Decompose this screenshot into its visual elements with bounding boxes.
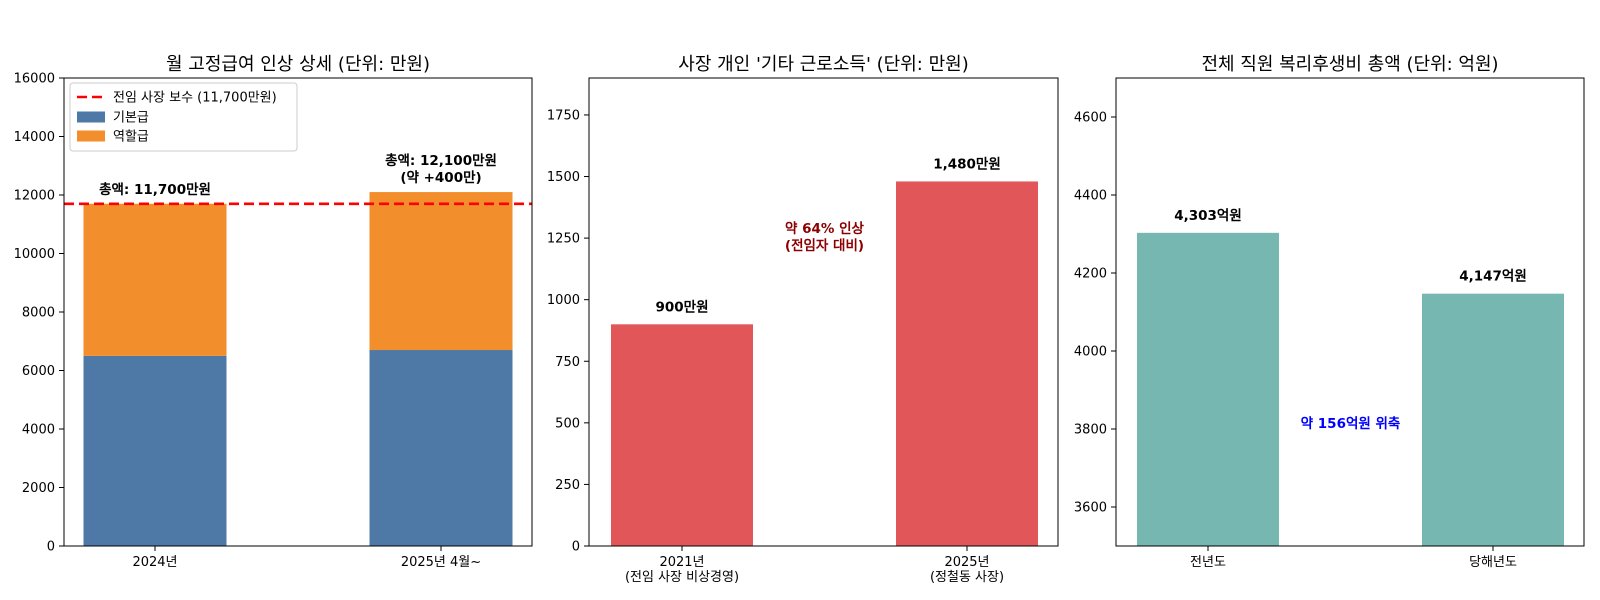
legend-box — [69, 82, 298, 152]
bar-기본급 — [369, 350, 513, 546]
total-label: 총액: 11,700만원 — [99, 181, 211, 198]
bar — [896, 181, 1038, 546]
annotation-text: 약 64% 인상 — [785, 220, 865, 237]
chart-title: 월 고정급여 인상 상세 (단위: 만원) — [166, 54, 430, 75]
y-tick-label: 4000 — [22, 423, 55, 438]
y-tick-label: 10000 — [14, 247, 55, 262]
bar-value-label: 900만원 — [655, 299, 708, 315]
x-tick-label: 2025년 4월~ — [401, 555, 481, 570]
y-tick-label: 8000 — [22, 306, 55, 321]
y-tick-label: 2000 — [22, 481, 55, 496]
y-tick-label: 4600 — [1074, 111, 1107, 126]
annotation-text: 약 156억원 위축 — [1301, 415, 1401, 432]
chart-title: 사장 개인 '기타 근로소득' (단위: 만원) — [678, 54, 968, 75]
chart-panel-3: 전체 직원 복리후생비 총액 (단위: 억원) 3600 3800 4000 4200 4… — [1074, 54, 1585, 570]
bar — [1422, 293, 1564, 546]
legend-swatch-역할급 — [77, 130, 105, 142]
y-tick-label: 1250 — [547, 232, 580, 247]
chart-title: 전체 직원 복리후생비 총액 (단위: 억원) — [1201, 54, 1498, 75]
bar — [611, 324, 753, 546]
y-tick-label: 3800 — [1074, 423, 1107, 438]
y-tick-label: 4400 — [1074, 189, 1107, 204]
bar-value-label: 1,480만원 — [933, 156, 1001, 172]
bar-기본급 — [83, 355, 227, 546]
x-tick-label: 2025년 — [944, 555, 989, 570]
bar — [1137, 232, 1279, 546]
bar-value-label: 4,147억원 — [1459, 269, 1527, 285]
y-tick-label: 12000 — [14, 189, 55, 204]
y-tick-label: 4000 — [1074, 345, 1107, 360]
chart-panel-2: 사장 개인 '기타 근로소득' (단위: 만원) 0 250 500 750 1000 12… — [547, 54, 1059, 585]
y-tick-label: 6000 — [22, 364, 55, 379]
bar-역할급 — [83, 203, 227, 356]
x-tick-label: 2024년 — [132, 555, 177, 570]
x-tick-label: (정철동 사장) — [930, 570, 1004, 585]
annotation-text: (전임자 대비) — [785, 237, 864, 254]
legend-label: 전임 사장 보수 (11,700만원) — [113, 91, 277, 106]
chart-panel-1: 월 고정급여 인상 상세 (단위: 만원) 0 2000 4000 6000 8000 10… — [14, 54, 533, 570]
y-tick-label: 750 — [555, 355, 580, 370]
x-tick-label: 2021년 — [659, 555, 704, 570]
bar-역할급 — [369, 192, 513, 351]
total-label: 총액: 12,100만원 — [385, 152, 497, 169]
legend-label: 역할급 — [113, 130, 149, 145]
x-tick-label: (전임 사장 비상경영) — [625, 570, 739, 585]
y-tick-label: 500 — [555, 416, 580, 431]
y-tick-label: 14000 — [14, 130, 55, 145]
legend-label: 기본급 — [113, 111, 149, 126]
x-tick-label: 전년도 — [1190, 555, 1226, 570]
y-tick-label: 1500 — [547, 170, 580, 185]
y-tick-label: 1750 — [547, 108, 580, 123]
y-tick-label: 250 — [555, 478, 580, 493]
total-label: (약 +400만) — [400, 169, 481, 186]
axes-frame — [588, 77, 1059, 547]
bar-value-label: 4,303억원 — [1174, 208, 1242, 224]
y-tick-label: 4200 — [1074, 267, 1107, 282]
axes-frame — [1115, 77, 1585, 547]
axes-frame — [63, 77, 533, 547]
y-tick-label: 16000 — [14, 72, 55, 87]
x-tick-label: 당해년도 — [1469, 555, 1517, 570]
y-tick-label: 0 — [572, 540, 580, 555]
legend-swatch-기본급 — [77, 111, 105, 123]
y-tick-label: 1000 — [547, 293, 580, 308]
y-tick-label: 3600 — [1074, 501, 1107, 516]
y-tick-label: 0 — [47, 540, 55, 555]
